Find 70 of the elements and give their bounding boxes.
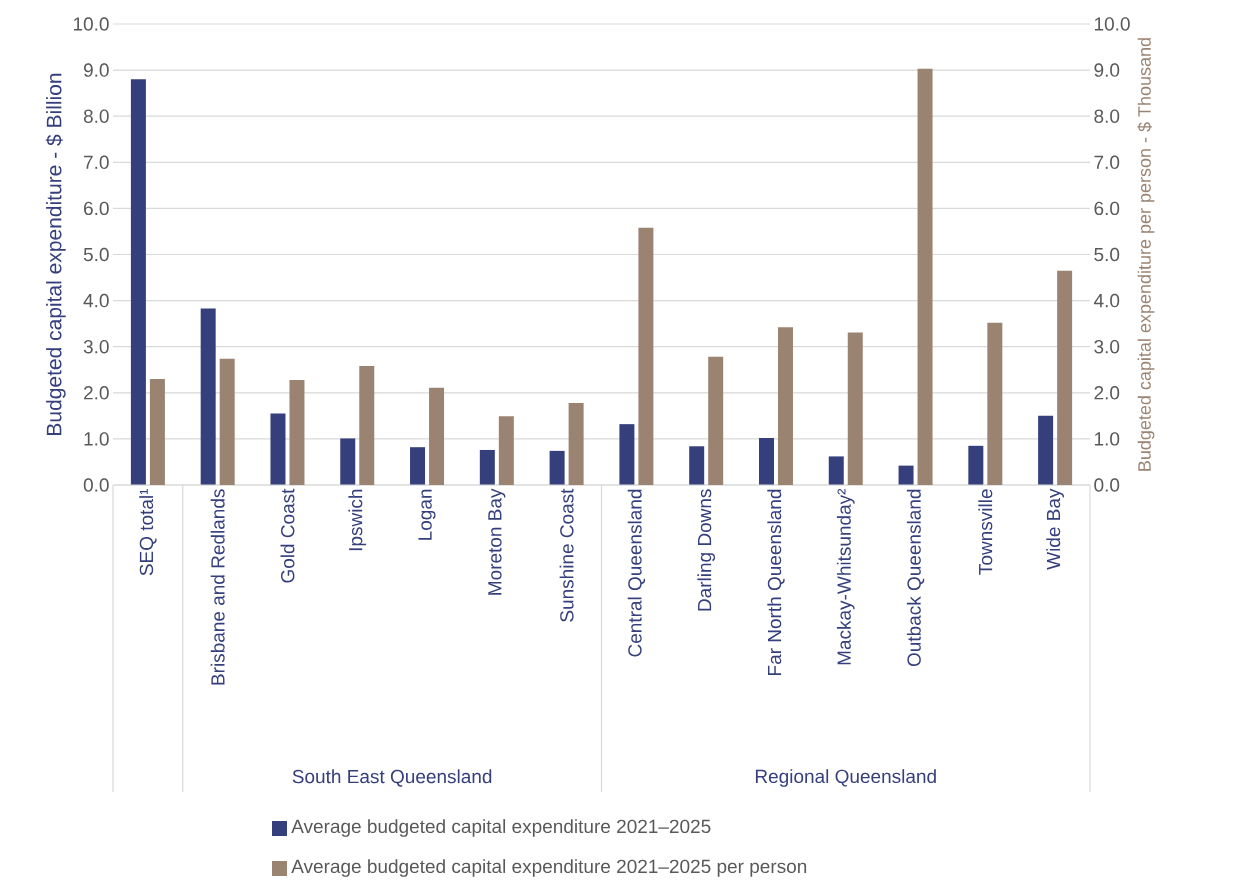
legend-label: Average budgeted capital expenditure 2021–2025 [291,819,711,837]
y2-tick-label: 1.0 [1094,432,1120,446]
bar [1057,270,1073,485]
bar [917,68,933,485]
bar [549,450,565,485]
bar [130,79,146,485]
x-tick-label: Moreton Bay [488,488,506,595]
bar [429,387,445,485]
x-tick-label: Gold Coast [280,488,295,583]
bar [777,327,793,485]
bar [359,366,375,485]
text: Regional Queensland [755,769,936,787]
x-tick-label: Outback Queensland [906,489,925,667]
x-tick-label: Ipswich [348,489,367,551]
x-tick-label: Brisbane and Redlands [210,489,225,685]
bar [270,413,286,485]
x-tick-label: SEQ total¹ [139,488,157,576]
x-tick-label: Far North Queensland [767,489,785,675]
bar [289,379,305,485]
bar [1038,415,1054,485]
bar [638,227,654,485]
y-tick-label: 7.0 [84,155,109,170]
bar [149,378,165,485]
y2-tick-label: 0.0 [1094,478,1120,492]
bar [568,402,584,485]
y-tick-label: 9.0 [83,63,109,77]
y-tick-label: 5.0 [83,247,109,262]
bar [847,332,863,485]
bar [219,358,235,485]
x-tick-label: Townsville [978,489,993,575]
y2-tick-label: 4.0 [1093,293,1120,308]
x-tick-label: Sunshine Coast [559,488,574,622]
legend-label: Average budgeted capital expenditure 2021–2025 per person [291,859,807,877]
bar [828,456,844,485]
y2-tick-label: 5.0 [1094,247,1120,262]
x-tick-label: Wide Bay [1046,488,1064,570]
bar [968,445,984,485]
y2-tick-label: 8.0 [1094,109,1120,123]
y-tick-label: 6.0 [84,201,109,216]
y2-tick-label: 9.0 [1094,63,1120,77]
y-tick-label: 0.0 [83,478,109,492]
bar [410,447,426,485]
y2-tick-label: 2.0 [1094,386,1120,400]
y-tick-label: 4.0 [83,293,109,308]
bar [758,437,774,485]
x-tick-label: Logan [418,489,436,540]
y2-tick-label: 3.0 [1094,339,1120,354]
bar [340,438,356,485]
x-tick-label: Mackay-Whitsunday² [836,488,855,665]
bar [708,356,724,485]
y2-axis-title: Budgeted capital expenditure per person - $ Thousand [1137,38,1155,471]
y2-tick-label: 7.0 [1094,155,1120,170]
y2-tick-label: 6.0 [1094,201,1120,216]
bar [619,424,635,485]
x-tick-label: Central Queensland [627,489,646,657]
bar [200,308,216,485]
bar [987,322,1003,485]
bar [898,465,914,485]
y-tick-label: 8.0 [83,109,109,123]
bar [689,446,705,485]
y-tick-label: 2.0 [84,386,109,400]
bar [498,416,514,485]
y-axis-title: Budgeted capital expenditure - $ Billion [45,73,66,435]
y-tick-label: 10.0 [73,17,109,31]
y-tick-label: 3.0 [83,339,109,354]
x-tick-label: Darling Downs [697,489,716,611]
text: South East Queensland [292,769,492,787]
y-tick-label: 1.0 [84,432,109,446]
y2-tick-label: 10.0 [1094,17,1130,31]
bar [479,449,495,485]
